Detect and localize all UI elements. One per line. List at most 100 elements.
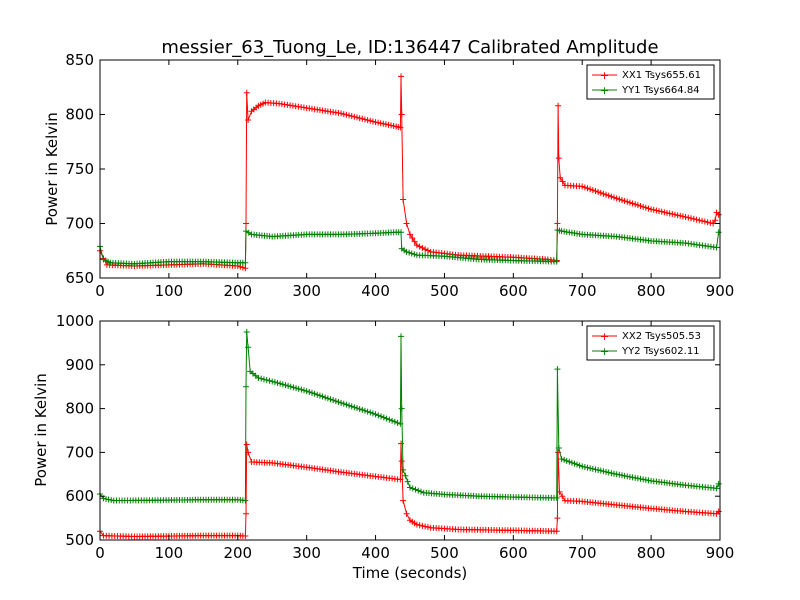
top-series-0-marker xyxy=(671,211,678,218)
bottom-series-0-marker xyxy=(419,522,426,529)
bottom-series-0-marker xyxy=(413,521,420,528)
bottom-xtick-label: 900 xyxy=(706,544,735,562)
top-ytick-label: 850 xyxy=(65,51,94,69)
bottom-series-1-marker xyxy=(311,390,318,397)
top-series-0-marker xyxy=(242,265,249,272)
top-series-0-marker xyxy=(398,73,405,80)
bottom-series-1-marker xyxy=(258,375,265,382)
bottom-series-1-marker xyxy=(561,456,568,463)
bottom-series-1-marker xyxy=(277,380,284,387)
bottom-legend-marker-yy2: + xyxy=(600,345,609,358)
bottom-series-0-marker xyxy=(424,524,431,531)
top-series-0-marker xyxy=(621,197,628,204)
top-series-0-marker xyxy=(416,243,423,250)
bottom-series-1-marker xyxy=(274,379,281,386)
bottom-series-0-marker xyxy=(422,523,429,530)
bottom-series-1-marker xyxy=(330,397,337,404)
top-series-0-marker xyxy=(584,185,591,192)
top-series-0-marker xyxy=(715,211,722,218)
bottom-ytick-label: 900 xyxy=(65,356,94,374)
top-series-0-marker xyxy=(361,116,368,123)
bottom-series-1-marker xyxy=(383,415,390,422)
top-series-0-marker xyxy=(348,113,355,120)
top-series-0-marker xyxy=(375,119,382,126)
bottom-series-1-marker xyxy=(589,465,596,472)
bottom-series-0-marker xyxy=(556,488,563,495)
top-xtick-label: 100 xyxy=(155,282,184,300)
bottom-xtick-label: 800 xyxy=(637,544,666,562)
top-series-0-marker xyxy=(626,199,633,206)
bottom-series-1-marker xyxy=(298,386,305,393)
bottom-xtick-label: 600 xyxy=(499,544,528,562)
bottom-ytick-label: 800 xyxy=(65,400,94,418)
top-series-0-marker xyxy=(656,208,663,215)
bottom-series-1-marker xyxy=(415,487,422,494)
top-series-0-marker xyxy=(338,110,345,117)
top-series-line-0 xyxy=(99,76,719,269)
bottom-series-1-marker xyxy=(369,410,376,417)
bottom-series-0-marker xyxy=(397,476,404,483)
bottom-series-1-marker xyxy=(418,488,425,495)
top-series-0-marker xyxy=(666,210,673,217)
top-series-0-marker xyxy=(369,118,376,125)
bottom-series-1-marker xyxy=(608,470,615,477)
top-ytick-label: 700 xyxy=(65,215,94,233)
bottom-xlabel: Time (seconds) xyxy=(352,564,468,582)
top-series-0-marker xyxy=(624,198,631,205)
bottom-series-1-marker xyxy=(287,383,294,390)
bottom-series-1-marker xyxy=(592,466,599,473)
bottom-series-1-marker xyxy=(629,474,636,481)
bottom-series-1-marker xyxy=(626,473,633,480)
bottom-series-1-marker xyxy=(308,389,315,396)
top-legend-label-xx1: XX1 Tsys655.61 xyxy=(622,70,701,81)
bottom-series-1-marker xyxy=(266,377,273,384)
bottom-series-1-marker xyxy=(375,412,382,419)
bottom-series-0-marker xyxy=(398,440,405,447)
top-series-0-marker xyxy=(243,89,250,96)
top-series-0-marker xyxy=(245,116,252,123)
top-series-0-marker xyxy=(559,178,566,185)
bottom-series-0-marker xyxy=(416,522,423,529)
bottom-series-1-marker xyxy=(260,376,267,383)
bottom-series-1-marker xyxy=(340,400,347,407)
bottom-series-1-marker xyxy=(595,467,602,474)
bottom-series-1-marker xyxy=(255,374,262,381)
top-series-1-marker xyxy=(403,248,410,255)
bottom-series-1-marker xyxy=(367,409,374,416)
bottom-xtick-label: 500 xyxy=(430,544,459,562)
top-series-0-marker xyxy=(397,124,404,131)
bottom-series-1-marker xyxy=(348,403,355,410)
top-series-0-marker xyxy=(707,219,714,226)
bottom-series-1-marker xyxy=(398,333,405,340)
bottom-series-1-marker xyxy=(322,394,329,401)
top-ytick-label: 800 xyxy=(65,106,94,124)
bottom-series-1-marker xyxy=(587,465,594,472)
top-series-0-marker xyxy=(696,217,703,224)
bottom-series-1-marker xyxy=(103,495,110,502)
bottom-series-0-marker xyxy=(559,493,566,500)
top-series-1-marker xyxy=(406,249,413,256)
bottom-xtick-label: 700 xyxy=(568,544,597,562)
bottom-series-0-marker xyxy=(242,533,249,540)
top-series-0-marker xyxy=(603,191,610,198)
bottom-series-1-marker xyxy=(640,476,647,483)
bottom-series-1-marker xyxy=(285,382,292,389)
bottom-series-0-marker xyxy=(243,510,250,517)
top-series-0-marker xyxy=(555,102,562,109)
bottom-series-0-marker xyxy=(243,441,250,448)
top-series-0-marker xyxy=(409,235,416,242)
bottom-series-1-marker xyxy=(397,420,404,427)
top-series-0-marker xyxy=(642,204,649,211)
top-series-0-marker xyxy=(377,120,384,127)
top-series-0-marker xyxy=(422,246,429,253)
top-series-0-marker xyxy=(658,208,665,215)
bottom-xtick-label: 300 xyxy=(292,544,321,562)
bottom-series-1-marker xyxy=(563,457,570,464)
bottom-series-1-marker xyxy=(404,478,411,485)
bottom-ytick-label: 700 xyxy=(65,443,94,461)
top-series-0-marker xyxy=(351,113,358,120)
top-series-0-marker xyxy=(243,220,250,227)
bottom-series-line-0 xyxy=(99,443,719,538)
top-series-0-marker xyxy=(343,111,350,118)
